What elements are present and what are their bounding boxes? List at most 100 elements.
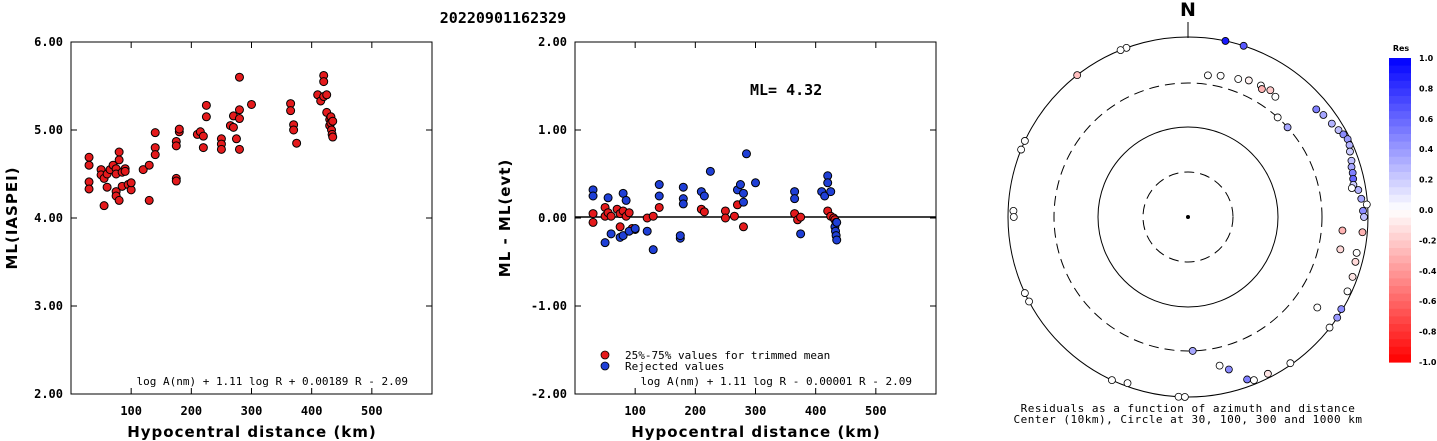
ring-100km — [1097, 126, 1279, 308]
colorbar-swatch — [1389, 263, 1411, 272]
data-point — [678, 199, 688, 209]
x-tick-label: 200 — [180, 404, 202, 418]
legend-label-trimmed: 25%-75% values for trimmed mean — [625, 349, 830, 362]
data-point — [654, 180, 664, 190]
data-point — [790, 194, 800, 204]
x-tick-label: 500 — [361, 404, 383, 418]
data-point — [328, 132, 338, 142]
station-point — [1358, 228, 1367, 237]
colorbar-swatch — [1389, 88, 1411, 97]
station-point — [1215, 361, 1224, 370]
data-point — [319, 77, 329, 87]
colorbar-swatch — [1389, 58, 1411, 67]
colorbar-swatch — [1389, 346, 1411, 355]
station-point — [1204, 71, 1212, 80]
data-point — [588, 191, 598, 201]
station-point — [1286, 359, 1295, 368]
residual-points — [588, 149, 842, 255]
data-point — [234, 72, 244, 82]
residual-colorbar: Res 1.0 0.8 0.6 0.4 0.2 0.0 -0.2 -0.4 -0.6 -0.8 -1… — [1389, 44, 1437, 367]
x-tick-label: 100 — [120, 404, 142, 418]
colorbar-swatch — [1389, 270, 1411, 279]
colorbar-swatch — [1389, 210, 1411, 219]
station-point — [1020, 137, 1029, 145]
x-tick-label: 200 — [684, 404, 706, 418]
data-point — [126, 178, 136, 188]
y-tick-label: 2.00 — [538, 35, 567, 49]
colorbar-swatch — [1389, 187, 1411, 196]
ml-x-axis-label: Hypocentral distance (km) — [127, 423, 377, 441]
data-point — [630, 224, 640, 234]
station-point — [1224, 365, 1233, 374]
legend-marker-trimmed — [600, 350, 610, 360]
station-point — [1346, 147, 1354, 156]
station-point — [1020, 289, 1029, 297]
station-point — [1017, 145, 1026, 154]
station-point — [1351, 257, 1360, 266]
colorbar-swatch — [1389, 194, 1411, 203]
station-point — [1338, 226, 1347, 235]
data-point — [102, 182, 112, 192]
data-point — [171, 141, 181, 151]
station-point — [1336, 245, 1345, 254]
colorbar-swatch — [1389, 80, 1411, 89]
data-point — [84, 184, 94, 194]
data-point — [606, 211, 616, 221]
station-point — [1352, 248, 1361, 257]
data-point — [138, 165, 148, 175]
residual-y-axis-label: ML - ML(evt) — [496, 159, 514, 277]
colorbar-swatches — [1389, 58, 1411, 363]
data-point — [234, 144, 244, 154]
north-label: N — [1180, 0, 1196, 21]
station-point — [1354, 186, 1363, 194]
ml-axis-ticks: 100 200 300 400 500 2.00 3.00 4.00 5.00 6.00 — [34, 35, 432, 418]
data-point — [738, 188, 748, 198]
colorbar-swatch — [1389, 232, 1411, 241]
station-point — [1073, 71, 1082, 80]
colorbar-swatch — [1389, 141, 1411, 150]
station-point — [1108, 376, 1116, 385]
ml-y-axis-label: ML(IASPEI) — [3, 166, 21, 269]
colorbar-swatch — [1389, 156, 1411, 165]
data-point — [286, 106, 296, 116]
station-point — [1266, 86, 1275, 95]
station-point — [1188, 347, 1197, 355]
x-tick-label: 300 — [745, 404, 767, 418]
colorbar-labels: 1.0 0.8 0.6 0.4 0.2 0.0 -0.2 -0.4 -0.6 -0.8 -1.0 — [1419, 54, 1437, 367]
data-point — [84, 152, 94, 162]
data-point — [648, 211, 658, 221]
data-point — [738, 222, 748, 232]
station-point — [1343, 287, 1352, 296]
station-point — [1123, 379, 1132, 388]
colorbar-swatch — [1389, 126, 1411, 135]
data-point — [198, 143, 208, 153]
data-point — [820, 191, 830, 201]
y-tick-label: 4.00 — [34, 211, 63, 225]
data-point — [234, 105, 244, 115]
station-point — [1325, 323, 1334, 332]
colorbar-swatch — [1389, 225, 1411, 234]
colorbar-swatch — [1389, 324, 1411, 333]
data-point — [823, 178, 833, 188]
data-point — [796, 229, 806, 239]
data-point — [247, 99, 256, 109]
colorbar-swatch — [1389, 316, 1411, 325]
colorbar-swatch — [1389, 354, 1411, 363]
data-point — [171, 176, 181, 186]
colorbar-swatch — [1389, 149, 1411, 158]
station-point — [1180, 393, 1189, 401]
data-point — [751, 178, 760, 188]
colorbar-swatch — [1389, 217, 1411, 226]
data-point — [99, 201, 109, 211]
data-point — [588, 209, 598, 219]
ml-value-label: ML= 4.32 — [750, 81, 822, 99]
map-caption-line1: Residuals as a function of azimuth and d… — [1021, 402, 1356, 415]
data-point — [738, 197, 748, 207]
figure-title: 20220901162329 — [440, 9, 566, 27]
station-point — [1283, 123, 1292, 132]
station-residual-points — [1009, 37, 1371, 401]
station-point — [1360, 213, 1368, 221]
data-point — [624, 208, 634, 218]
station-point — [1216, 71, 1225, 80]
